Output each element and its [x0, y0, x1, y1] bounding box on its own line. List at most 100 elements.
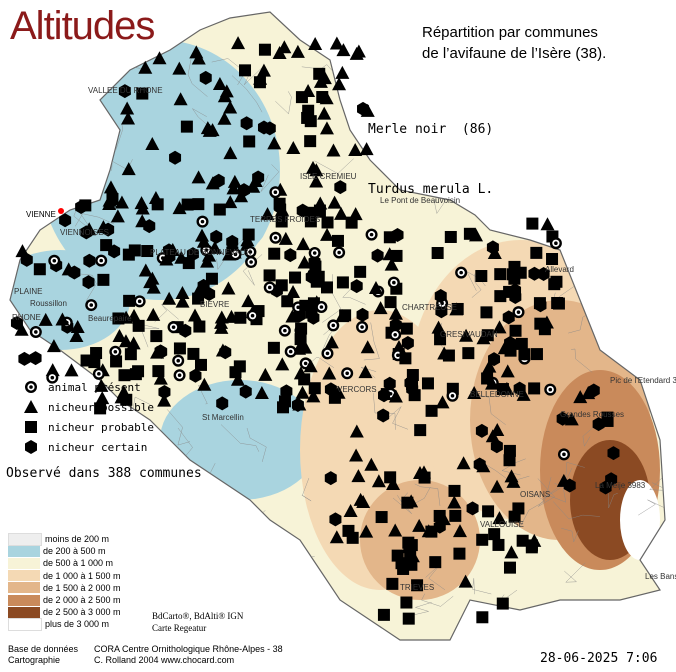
nicheur-probable-marker	[525, 541, 538, 554]
nicheur-probable-marker	[289, 271, 302, 284]
nicheur-possible-marker	[278, 231, 293, 245]
animal-present-marker	[308, 247, 321, 260]
nicheur-probable-marker	[414, 424, 427, 437]
nicheur-certain-marker	[226, 234, 239, 249]
place-label: ISLE CREMIEU	[300, 172, 357, 181]
nicheur-probable-marker	[312, 270, 325, 283]
nicheur-probable-marker	[526, 217, 539, 230]
nicheur-possible-marker	[371, 474, 386, 488]
nicheur-probable-marker	[181, 198, 194, 211]
nicheur-possible-marker	[175, 294, 190, 308]
legend-label: nicheur probable	[48, 420, 154, 434]
place-label: VERCORS	[337, 385, 377, 394]
heading-line-1: Répartition par communes	[422, 24, 598, 41]
nicheur-certain-marker	[240, 116, 253, 131]
nicheur-probable-marker	[434, 333, 447, 346]
nicheur-possible-marker	[334, 206, 349, 220]
nicheur-probable-marker	[503, 454, 516, 467]
nicheur-possible-marker	[207, 240, 222, 254]
nicheur-possible-marker	[447, 495, 462, 509]
observed-count: Observé dans 388 communes	[6, 466, 202, 481]
heading-line-2: de l’avifaune de l’Isère (38).	[422, 45, 607, 62]
place-label: Les Bans 3669	[645, 572, 676, 581]
nicheur-possible-marker	[388, 306, 403, 320]
nicheur-possible-marker	[46, 339, 61, 353]
nicheur-possible-marker	[214, 320, 229, 334]
nicheur-possible-marker	[260, 207, 275, 221]
nicheur-certain-marker	[29, 351, 42, 366]
nicheur-certain-marker	[377, 408, 390, 423]
animal-present-icon	[25, 381, 37, 393]
nicheur-possible-marker	[121, 111, 136, 125]
nicheur-probable-marker	[295, 322, 308, 335]
animal-present-marker	[229, 248, 242, 261]
animal-present-marker	[173, 369, 186, 382]
nicheur-possible-marker	[319, 121, 334, 135]
animal-present-marker	[29, 325, 42, 338]
nicheur-probable-marker	[377, 608, 390, 621]
nicheur-probable-marker	[304, 135, 317, 148]
altitude-label: de 2 500 à 3 000 m	[43, 607, 121, 618]
nicheur-certain-marker	[356, 307, 369, 322]
altitude-item: de 2 000 à 2 500 m	[8, 594, 121, 606]
altitude-item: moins de 200 m	[8, 532, 121, 546]
nicheur-possible-marker	[295, 385, 310, 399]
nicheur-possible-marker	[320, 227, 335, 241]
altitude-label: de 500 à 1 000 m	[43, 558, 114, 569]
legend-item-nicheur-probable: nicheur probable	[22, 417, 154, 437]
nicheur-certain-marker	[563, 478, 576, 493]
nicheur-possible-marker	[224, 309, 239, 323]
animal-present-marker	[544, 383, 557, 396]
place-label: La Meije 3983	[595, 481, 646, 490]
nicheur-certain-marker	[210, 229, 223, 244]
nicheur-probable-marker	[263, 269, 276, 282]
nicheur-certain-marker	[83, 253, 96, 268]
nicheur-possible-marker	[221, 281, 236, 295]
nicheur-certain-marker	[371, 248, 384, 263]
nicheur-certain-marker	[534, 298, 547, 313]
nicheur-possible-marker	[348, 142, 363, 156]
copyright-block: BdCarto®, BdAlti® IGN Carte Regeatur	[152, 610, 243, 634]
nicheur-probable-marker	[309, 260, 322, 273]
nicheur-probable-marker	[384, 296, 397, 309]
nicheur-possible-marker	[364, 457, 379, 471]
animal-present-marker	[365, 228, 378, 241]
nicheur-probable-marker	[548, 278, 561, 291]
nicheur-possible-marker	[322, 366, 337, 380]
nicheur-possible-marker	[452, 524, 467, 538]
nicheur-probable-marker	[258, 43, 271, 56]
nicheur-possible-marker	[118, 334, 133, 348]
animal-present-marker	[196, 215, 209, 228]
nicheur-probable-marker	[136, 87, 149, 100]
nicheur-possible-marker	[386, 476, 401, 490]
nicheur-probable-marker	[281, 295, 294, 308]
nicheur-probable-marker	[194, 358, 207, 371]
map-heading: Répartition par communes de l’avifaune d…	[422, 22, 606, 64]
nicheur-possible-marker	[219, 84, 234, 98]
nicheur-certain-marker	[18, 351, 31, 366]
altitude-swatch	[8, 606, 40, 618]
nicheur-possible-marker	[191, 170, 206, 184]
footer-base-value: CORA Centre Ornithologique Rhône-Alpes -…	[94, 644, 283, 654]
nicheur-certain-marker	[475, 423, 488, 438]
place-label: OISANS	[520, 490, 551, 499]
nicheur-possible-marker	[195, 228, 210, 242]
department-outline	[9, 11, 666, 641]
nicheur-probable-marker	[345, 216, 358, 229]
animal-present-marker	[327, 319, 340, 332]
nicheur-probable-marker	[390, 249, 403, 262]
nicheur-possible-marker	[456, 456, 471, 470]
place-label: Allevard	[545, 265, 574, 274]
nicheur-possible-marker	[476, 459, 491, 473]
nicheur-probable-marker	[442, 349, 455, 362]
nicheur-probable-marker	[33, 263, 46, 276]
nicheur-certain-marker	[599, 480, 612, 495]
nicheur-certain-marker	[466, 501, 479, 516]
nicheur-possible-marker	[272, 46, 287, 60]
nicheur-possible-marker	[351, 469, 366, 483]
legend-item-animal-present: animal présent	[22, 377, 154, 397]
nicheur-certain-marker	[587, 383, 600, 398]
nicheur-possible-marker	[298, 340, 313, 354]
symbol-legend: animal présent nicheur possible nicheur …	[22, 377, 154, 457]
